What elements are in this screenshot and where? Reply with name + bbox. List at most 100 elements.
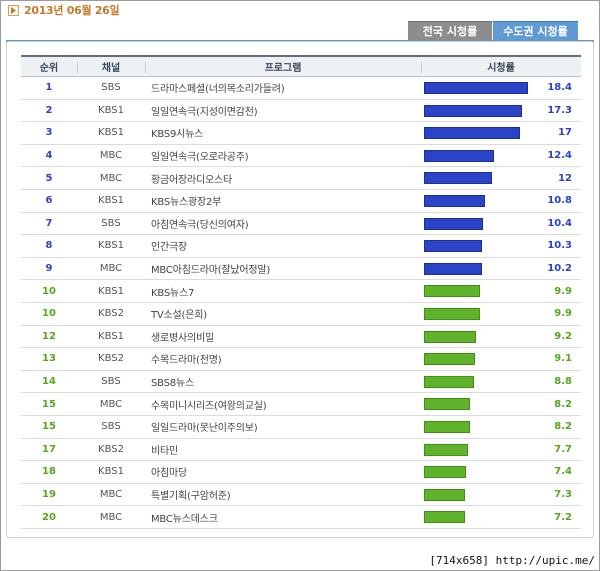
table-row: 2 KBS1 일일연속극(지성이면감천) 17.3 xyxy=(21,100,581,123)
rating-bar xyxy=(424,511,465,524)
rank-cell: 15 xyxy=(42,421,56,433)
column-header-channel: 채널 xyxy=(77,57,145,76)
rank-cell: 6 xyxy=(45,195,53,207)
rating-cell: 9.1 xyxy=(421,348,581,370)
rating-cell: 9.9 xyxy=(421,303,581,325)
program-cell: 아침연속극(당신의여자) xyxy=(151,219,249,231)
program-cell: 비타민 xyxy=(151,445,178,457)
rank-cell: 3 xyxy=(45,127,53,139)
table-row: 10 KBS2 TV소설(은희) 9.9 xyxy=(21,303,581,326)
rating-value: 10.2 xyxy=(547,263,572,275)
channel-cell: SBS xyxy=(101,82,121,94)
channel-cell: KBS1 xyxy=(98,285,124,297)
rating-bar xyxy=(424,420,470,433)
date-header: 2013년 06월 26일 xyxy=(8,3,120,17)
arrow-right-icon[interactable] xyxy=(8,4,19,16)
table-row: 5 MBC 황금어장라디오스타 12 xyxy=(21,167,581,190)
program-cell: 일일연속극(지성이면감천) xyxy=(151,106,258,118)
rating-value: 17.3 xyxy=(547,104,572,116)
table-row: 14 SBS SBS8뉴스 8.8 xyxy=(21,371,581,394)
table-row: 3 KBS1 KBS9시뉴스 17 xyxy=(21,122,581,145)
rating-cell: 9.2 xyxy=(421,326,581,348)
program-cell: KBS뉴스7 xyxy=(151,287,195,299)
rating-value: 12.4 xyxy=(547,150,572,162)
table-row: 13 KBS2 수목드라마(천명) 9.1 xyxy=(21,348,581,371)
rating-cell: 7.3 xyxy=(421,484,581,506)
tab-national-rating[interactable]: 전국 시청률 xyxy=(408,21,492,40)
rating-value: 18.4 xyxy=(547,82,572,94)
program-cell: 일일연속극(오로라공주) xyxy=(151,152,249,164)
table-row: 1 SBS 드라마스페셜(너의목소리가들려) 18.4 xyxy=(21,77,581,100)
channel-cell: MBC xyxy=(99,263,123,275)
channel-cell: KBS2 xyxy=(98,353,124,365)
table-row: 8 KBS1 인간극장 10.3 xyxy=(21,235,581,258)
rank-cell: 4 xyxy=(45,150,53,162)
table-row: 20 MBC MBC뉴스데스크 7.2 xyxy=(21,506,581,529)
rating-bar xyxy=(424,217,483,230)
rating-cell: 10.2 xyxy=(421,258,581,280)
rating-cell: 17.3 xyxy=(421,100,581,122)
rating-value: 17 xyxy=(558,127,572,139)
column-header-rank: 순위 xyxy=(39,63,59,74)
rating-bar xyxy=(424,262,482,275)
table-row: 10 KBS1 KBS뉴스7 9.9 xyxy=(21,280,581,303)
program-cell: 인간극장 xyxy=(151,242,187,254)
table-row: 15 MBC 수목미니시리즈(여왕의교실) 8.2 xyxy=(21,393,581,416)
channel-cell: KBS1 xyxy=(98,240,124,252)
rating-cell: 7.7 xyxy=(421,439,581,461)
rank-cell: 17 xyxy=(42,443,56,455)
column-header-rating: 시청률 xyxy=(421,57,581,76)
rating-value: 7.3 xyxy=(554,488,572,500)
channel-cell: KBS2 xyxy=(98,308,124,320)
ratings-table: 순위 채널 프로그램 시청률 1 SBS 드라마스페셜(너의목소리가들려) 18.4 2… xyxy=(21,55,581,529)
program-cell: 수목미니시리즈(여왕의교실) xyxy=(151,400,267,412)
rating-value: 12 xyxy=(558,172,572,184)
program-cell: 황금어장라디오스타 xyxy=(151,174,232,186)
rank-cell: 10 xyxy=(42,285,56,297)
channel-cell: KBS1 xyxy=(98,466,124,478)
rating-cell: 7.2 xyxy=(421,506,581,528)
rating-value: 9.2 xyxy=(554,330,572,342)
rating-cell: 8.8 xyxy=(421,371,581,393)
tab-capital-rating[interactable]: 수도권 시청률 xyxy=(493,21,578,40)
rating-value: 7.4 xyxy=(554,466,572,478)
column-header-program: 프로그램 xyxy=(145,57,421,76)
program-cell: 일일드라마(못난이주의보) xyxy=(151,423,258,435)
table-row: 9 MBC MBC아침드라마(잘났어정말) 10.2 xyxy=(21,258,581,281)
rating-cell: 10.3 xyxy=(421,235,581,257)
channel-cell: KBS1 xyxy=(98,195,124,207)
rating-cell: 8.2 xyxy=(421,416,581,438)
rating-cell: 17 xyxy=(421,122,581,144)
rating-value: 10.8 xyxy=(547,195,572,207)
rank-cell: 2 xyxy=(45,104,53,116)
rating-value: 7.7 xyxy=(554,443,572,455)
rating-value: 8.2 xyxy=(554,398,572,410)
rating-value: 10.3 xyxy=(547,240,572,252)
rank-cell: 13 xyxy=(42,353,56,365)
table-row: 17 KBS2 비타민 7.7 xyxy=(21,439,581,462)
channel-cell: SBS xyxy=(101,421,121,433)
rating-cell: 18.4 xyxy=(421,77,581,99)
rating-bar xyxy=(424,353,475,366)
channel-cell: MBC xyxy=(99,488,123,500)
rating-bar xyxy=(424,127,520,140)
rating-cell: 7.4 xyxy=(421,461,581,483)
rating-bar xyxy=(424,82,528,94)
rating-value: 9.1 xyxy=(554,353,572,365)
channel-cell: MBC xyxy=(99,172,123,184)
channel-cell: MBC xyxy=(99,511,123,523)
program-cell: MBC아침드라마(잘났어정말) xyxy=(151,265,271,277)
rating-bar xyxy=(424,330,476,343)
rank-cell: 10 xyxy=(42,308,56,320)
program-cell: KBS9시뉴스 xyxy=(151,129,204,141)
program-cell: 생로병사의비밀 xyxy=(151,332,214,344)
rating-cell: 12 xyxy=(421,167,581,189)
channel-cell: SBS xyxy=(101,217,121,229)
channel-cell: KBS2 xyxy=(98,443,124,455)
rank-cell: 7 xyxy=(45,217,53,229)
rank-cell: 9 xyxy=(45,263,53,275)
rank-cell: 8 xyxy=(45,240,53,252)
rating-bar xyxy=(424,307,480,320)
channel-cell: MBC xyxy=(99,398,123,410)
rank-cell: 1 xyxy=(45,82,53,94)
